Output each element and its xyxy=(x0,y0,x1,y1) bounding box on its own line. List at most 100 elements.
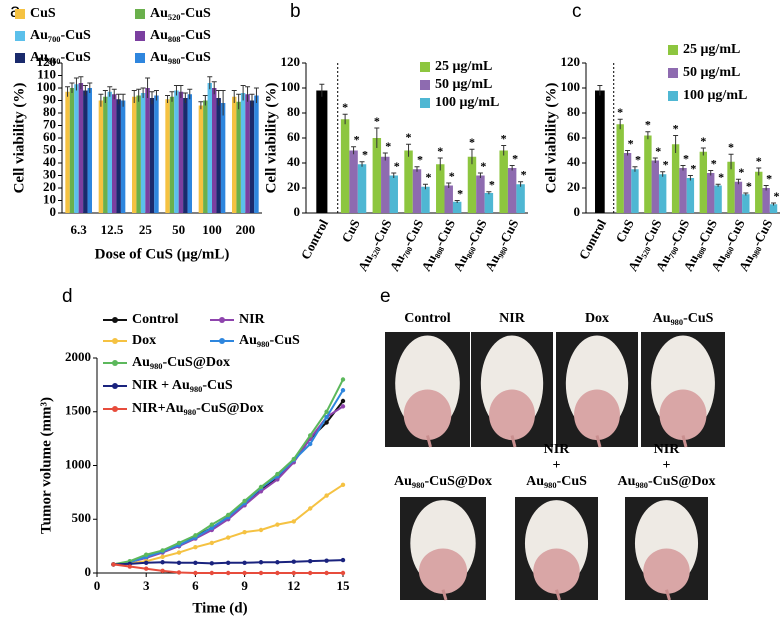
y-tick-label: 40 xyxy=(43,154,56,169)
point xyxy=(258,527,264,533)
significance: * xyxy=(521,168,527,182)
bar xyxy=(679,168,687,213)
panel-letter: c xyxy=(572,1,582,22)
mouse-tail xyxy=(510,435,517,448)
point xyxy=(226,512,231,518)
bar xyxy=(216,98,221,213)
mouse-skin xyxy=(489,389,535,441)
y-tick-label: 40 xyxy=(567,154,580,169)
legend-label: 25 μg/mL xyxy=(435,59,492,74)
panel-letter: d xyxy=(62,286,73,307)
photo-label: NIR xyxy=(499,311,526,326)
legend-swatch xyxy=(420,80,430,90)
y-tick-label: 80 xyxy=(567,104,580,119)
bar xyxy=(232,96,237,213)
point xyxy=(226,560,231,565)
x-tick-label: Control xyxy=(298,216,332,261)
bar xyxy=(762,188,770,213)
bar xyxy=(240,93,246,213)
photo-label: + xyxy=(553,458,561,473)
legend-swatch xyxy=(15,53,25,63)
point xyxy=(340,557,346,563)
point xyxy=(340,377,346,382)
point xyxy=(275,570,280,576)
point xyxy=(127,564,132,569)
point xyxy=(324,420,329,425)
point xyxy=(324,493,329,498)
y-tick-label: 40 xyxy=(287,154,300,169)
significance: * xyxy=(342,100,348,114)
panel-letter: b xyxy=(290,1,301,22)
significance: * xyxy=(738,165,744,179)
bar xyxy=(249,100,255,213)
photo-label: Control xyxy=(404,311,451,326)
y-tick-label: 110 xyxy=(37,66,56,81)
significance: * xyxy=(354,133,360,147)
point xyxy=(340,398,346,404)
bar xyxy=(132,96,137,213)
significance: * xyxy=(774,189,780,203)
bar xyxy=(714,185,722,213)
bar xyxy=(699,151,708,213)
legend-label: Control xyxy=(132,312,179,327)
point xyxy=(193,560,198,565)
point xyxy=(340,404,346,409)
y-tick-label: 30 xyxy=(43,166,56,181)
y-tick-label: 50 xyxy=(43,141,56,156)
mouse-skin xyxy=(403,389,452,441)
legend-swatch xyxy=(668,45,678,55)
bar xyxy=(349,150,358,213)
point xyxy=(308,433,313,438)
point xyxy=(144,566,149,571)
bar xyxy=(136,95,141,213)
bar xyxy=(116,99,121,213)
point xyxy=(275,522,280,527)
point xyxy=(291,456,296,462)
significance: * xyxy=(406,130,412,144)
y-tick-label: 0 xyxy=(294,204,301,219)
bar xyxy=(236,101,241,213)
significance: * xyxy=(663,158,669,172)
legend-swatch xyxy=(668,91,678,101)
line xyxy=(113,405,344,566)
mouse-tail xyxy=(681,435,688,448)
photo-label: Au₉₈₀-CuS@Dox xyxy=(394,474,492,489)
significance: * xyxy=(512,151,518,165)
point xyxy=(209,570,214,576)
point xyxy=(258,560,264,565)
y-tick-label: 20 xyxy=(287,179,300,194)
mouse-tail xyxy=(441,589,448,601)
y-tick-label: 60 xyxy=(567,129,580,144)
y-tick-label: 20 xyxy=(43,179,56,194)
photo-label: Dox xyxy=(585,311,609,326)
x-tick-label: 9 xyxy=(241,578,248,593)
point xyxy=(226,570,231,576)
y-tick-label: 100 xyxy=(281,79,301,94)
point xyxy=(226,535,231,540)
legend-marker xyxy=(112,360,118,366)
point xyxy=(160,568,165,574)
legend-swatch xyxy=(135,31,145,41)
bar xyxy=(187,94,192,213)
y-axis-title: Cell viability (%) xyxy=(11,83,27,194)
legend-swatch xyxy=(15,31,25,41)
significance: * xyxy=(756,154,762,168)
x-axis-title: Dose of CuS (μg/mL) xyxy=(95,246,230,262)
bar xyxy=(183,98,188,213)
legend-swatch xyxy=(668,68,678,78)
bar xyxy=(149,98,155,213)
photo-label: Au₉₈₀-CuS@Dox xyxy=(618,474,716,489)
point xyxy=(324,414,329,420)
legend-label: CuS xyxy=(30,6,56,21)
bar xyxy=(421,186,430,213)
x-tick-label: 15 xyxy=(337,578,351,593)
bar xyxy=(644,135,652,213)
point xyxy=(176,560,182,565)
y-tick-label: 1000 xyxy=(65,456,91,471)
point xyxy=(160,554,165,560)
y-tick-label: 60 xyxy=(43,129,56,144)
x-tick-label: 50 xyxy=(172,222,185,237)
line xyxy=(113,484,344,566)
bar xyxy=(516,184,525,213)
bar xyxy=(87,88,92,213)
